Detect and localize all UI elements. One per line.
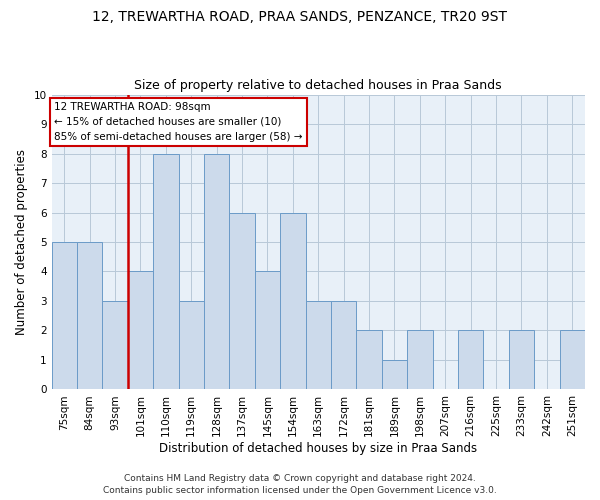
- Bar: [229, 212, 255, 390]
- Bar: [407, 330, 433, 390]
- Text: Contains HM Land Registry data © Crown copyright and database right 2024.
Contai: Contains HM Land Registry data © Crown c…: [103, 474, 497, 495]
- Bar: [77, 242, 103, 390]
- Title: Size of property relative to detached houses in Praa Sands: Size of property relative to detached ho…: [134, 79, 502, 92]
- Bar: [356, 330, 382, 390]
- Bar: [280, 212, 305, 390]
- Bar: [204, 154, 229, 390]
- Bar: [255, 272, 280, 390]
- Bar: [331, 301, 356, 390]
- Bar: [382, 360, 407, 390]
- Bar: [458, 330, 484, 390]
- Bar: [52, 242, 77, 390]
- Text: 12 TREWARTHA ROAD: 98sqm
← 15% of detached houses are smaller (10)
85% of semi-d: 12 TREWARTHA ROAD: 98sqm ← 15% of detach…: [54, 102, 303, 142]
- Bar: [153, 154, 179, 390]
- Bar: [179, 301, 204, 390]
- Text: 12, TREWARTHA ROAD, PRAA SANDS, PENZANCE, TR20 9ST: 12, TREWARTHA ROAD, PRAA SANDS, PENZANCE…: [92, 10, 508, 24]
- X-axis label: Distribution of detached houses by size in Praa Sands: Distribution of detached houses by size …: [159, 442, 478, 455]
- Bar: [305, 301, 331, 390]
- Bar: [560, 330, 585, 390]
- Bar: [128, 272, 153, 390]
- Bar: [103, 301, 128, 390]
- Y-axis label: Number of detached properties: Number of detached properties: [15, 149, 28, 335]
- Bar: [509, 330, 534, 390]
